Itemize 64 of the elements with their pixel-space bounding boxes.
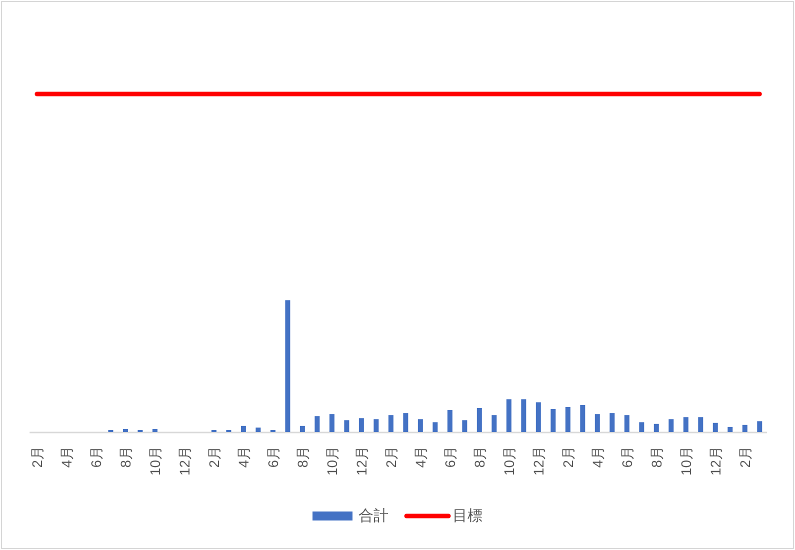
x-tick-label: 12月	[707, 446, 724, 476]
bar	[550, 409, 556, 432]
x-tick-label: 12月	[353, 446, 370, 476]
bar	[476, 408, 482, 432]
bar	[314, 416, 320, 432]
bar	[256, 428, 261, 432]
bar	[668, 419, 674, 432]
legend-label: 目標	[452, 508, 482, 524]
bar	[639, 422, 644, 432]
bar	[447, 410, 452, 432]
bar	[122, 428, 128, 432]
bar	[492, 415, 497, 432]
x-tick-label: 2月	[560, 446, 576, 468]
bar	[300, 426, 305, 432]
bar	[418, 419, 423, 432]
x-tick-label: 10月	[500, 446, 517, 476]
bar	[521, 399, 526, 432]
x-tick-label: 6月	[618, 446, 635, 468]
x-tick-label: 8月	[117, 446, 134, 468]
x-tick-label: 8月	[648, 446, 664, 468]
bar	[728, 426, 733, 432]
bar	[624, 415, 630, 432]
x-tick-label: 8月	[471, 446, 488, 468]
x-tick-label: 8月	[294, 446, 310, 468]
bar	[285, 300, 290, 432]
bar	[610, 413, 615, 432]
x-tick-label: 10月	[324, 446, 340, 476]
bar	[594, 414, 600, 432]
x-tick-label: 10月	[146, 446, 163, 476]
x-tick-label: 6月	[264, 446, 281, 468]
x-tick-label: 12月	[530, 446, 546, 476]
bar	[536, 402, 541, 432]
bar	[152, 428, 158, 432]
bar	[742, 424, 748, 432]
x-tick-label: 2月	[206, 446, 222, 468]
bar	[388, 415, 394, 432]
x-tick-label: 6月	[88, 446, 104, 468]
x-tick-label: 2月	[736, 446, 753, 468]
x-tick-label: 10月	[678, 446, 694, 476]
bar	[580, 404, 586, 432]
x-tick-label: 4月	[235, 446, 252, 468]
bar	[374, 419, 379, 432]
x-tick-label: 6月	[442, 446, 458, 468]
bar	[358, 418, 364, 432]
x-tick-label: 2月	[382, 446, 399, 468]
x-tick-label: 2月	[28, 446, 45, 468]
bar	[462, 420, 468, 432]
x-tick-label: 4月	[589, 446, 606, 468]
bar	[698, 417, 704, 432]
x-tick-label: 4月	[58, 446, 74, 468]
bar	[344, 420, 350, 432]
bar	[329, 414, 334, 432]
bar	[712, 422, 718, 432]
bar	[683, 417, 688, 432]
bar	[432, 422, 438, 432]
bar	[565, 406, 570, 432]
bar	[654, 424, 659, 432]
bar	[403, 413, 408, 432]
x-tick-label: 12月	[176, 446, 192, 476]
x-tick-label: 4月	[412, 446, 428, 468]
legend-label: 合計	[358, 508, 388, 524]
bar	[240, 426, 246, 432]
bar	[506, 399, 512, 432]
bar	[757, 421, 762, 432]
